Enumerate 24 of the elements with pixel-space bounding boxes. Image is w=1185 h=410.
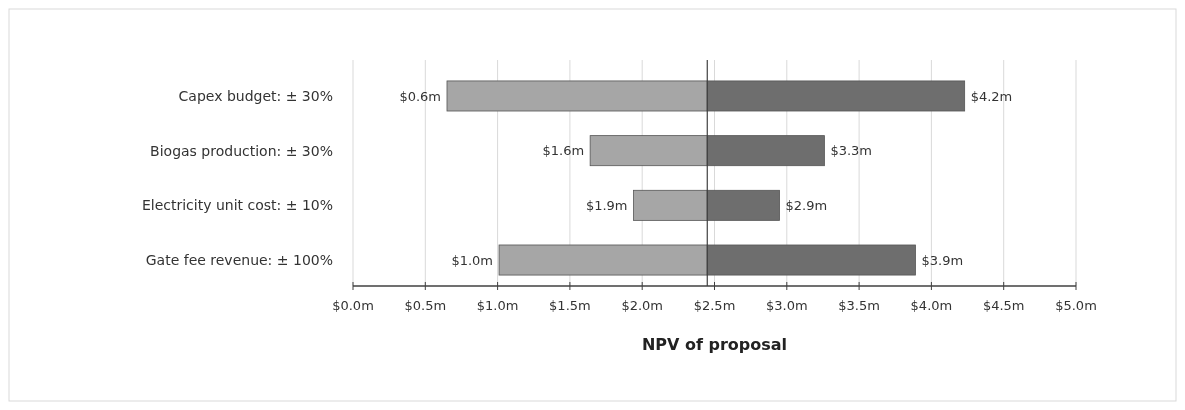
x-tick-label: $1.5m — [549, 298, 591, 313]
x-tick-label: $0.5m — [404, 298, 447, 313]
y-tick-label: Capex budget: ± 30% — [178, 87, 333, 104]
annotation: $1.6m — [542, 143, 585, 159]
annotation: $1.0m — [451, 252, 494, 268]
x-tick-label: $3.0m — [766, 298, 808, 313]
annotation: $0.6m — [399, 88, 441, 104]
x-tick-label: $3.5m — [838, 298, 880, 313]
annotation: $1.9m — [585, 197, 628, 213]
x-tick-label: $0.0m — [332, 298, 374, 313]
annotation: $3.9m — [921, 252, 964, 268]
x-tick-label: $5.0m — [1055, 298, 1097, 313]
x-axis-title: NPV of proposal — [641, 335, 788, 354]
y-tick-label: Gate fee revenue: ± 100% — [145, 251, 333, 268]
annotation: $4.2m — [970, 88, 1013, 104]
x-tick-label: $1.0m — [476, 298, 519, 313]
annotation: $2.9m — [785, 197, 828, 213]
x-tick-label: $2.5m — [693, 298, 736, 313]
x-tick-label: $4.5m — [982, 298, 1025, 313]
y-tick-label: Electricity unit cost: ± 10% — [141, 197, 333, 214]
y-tick-label: Biogas production: ± 30% — [150, 142, 333, 159]
x-tick-label: $2.0m — [621, 298, 663, 313]
x-tick-label: $4.0m — [910, 298, 953, 313]
annotation: $3.3m — [830, 143, 873, 159]
